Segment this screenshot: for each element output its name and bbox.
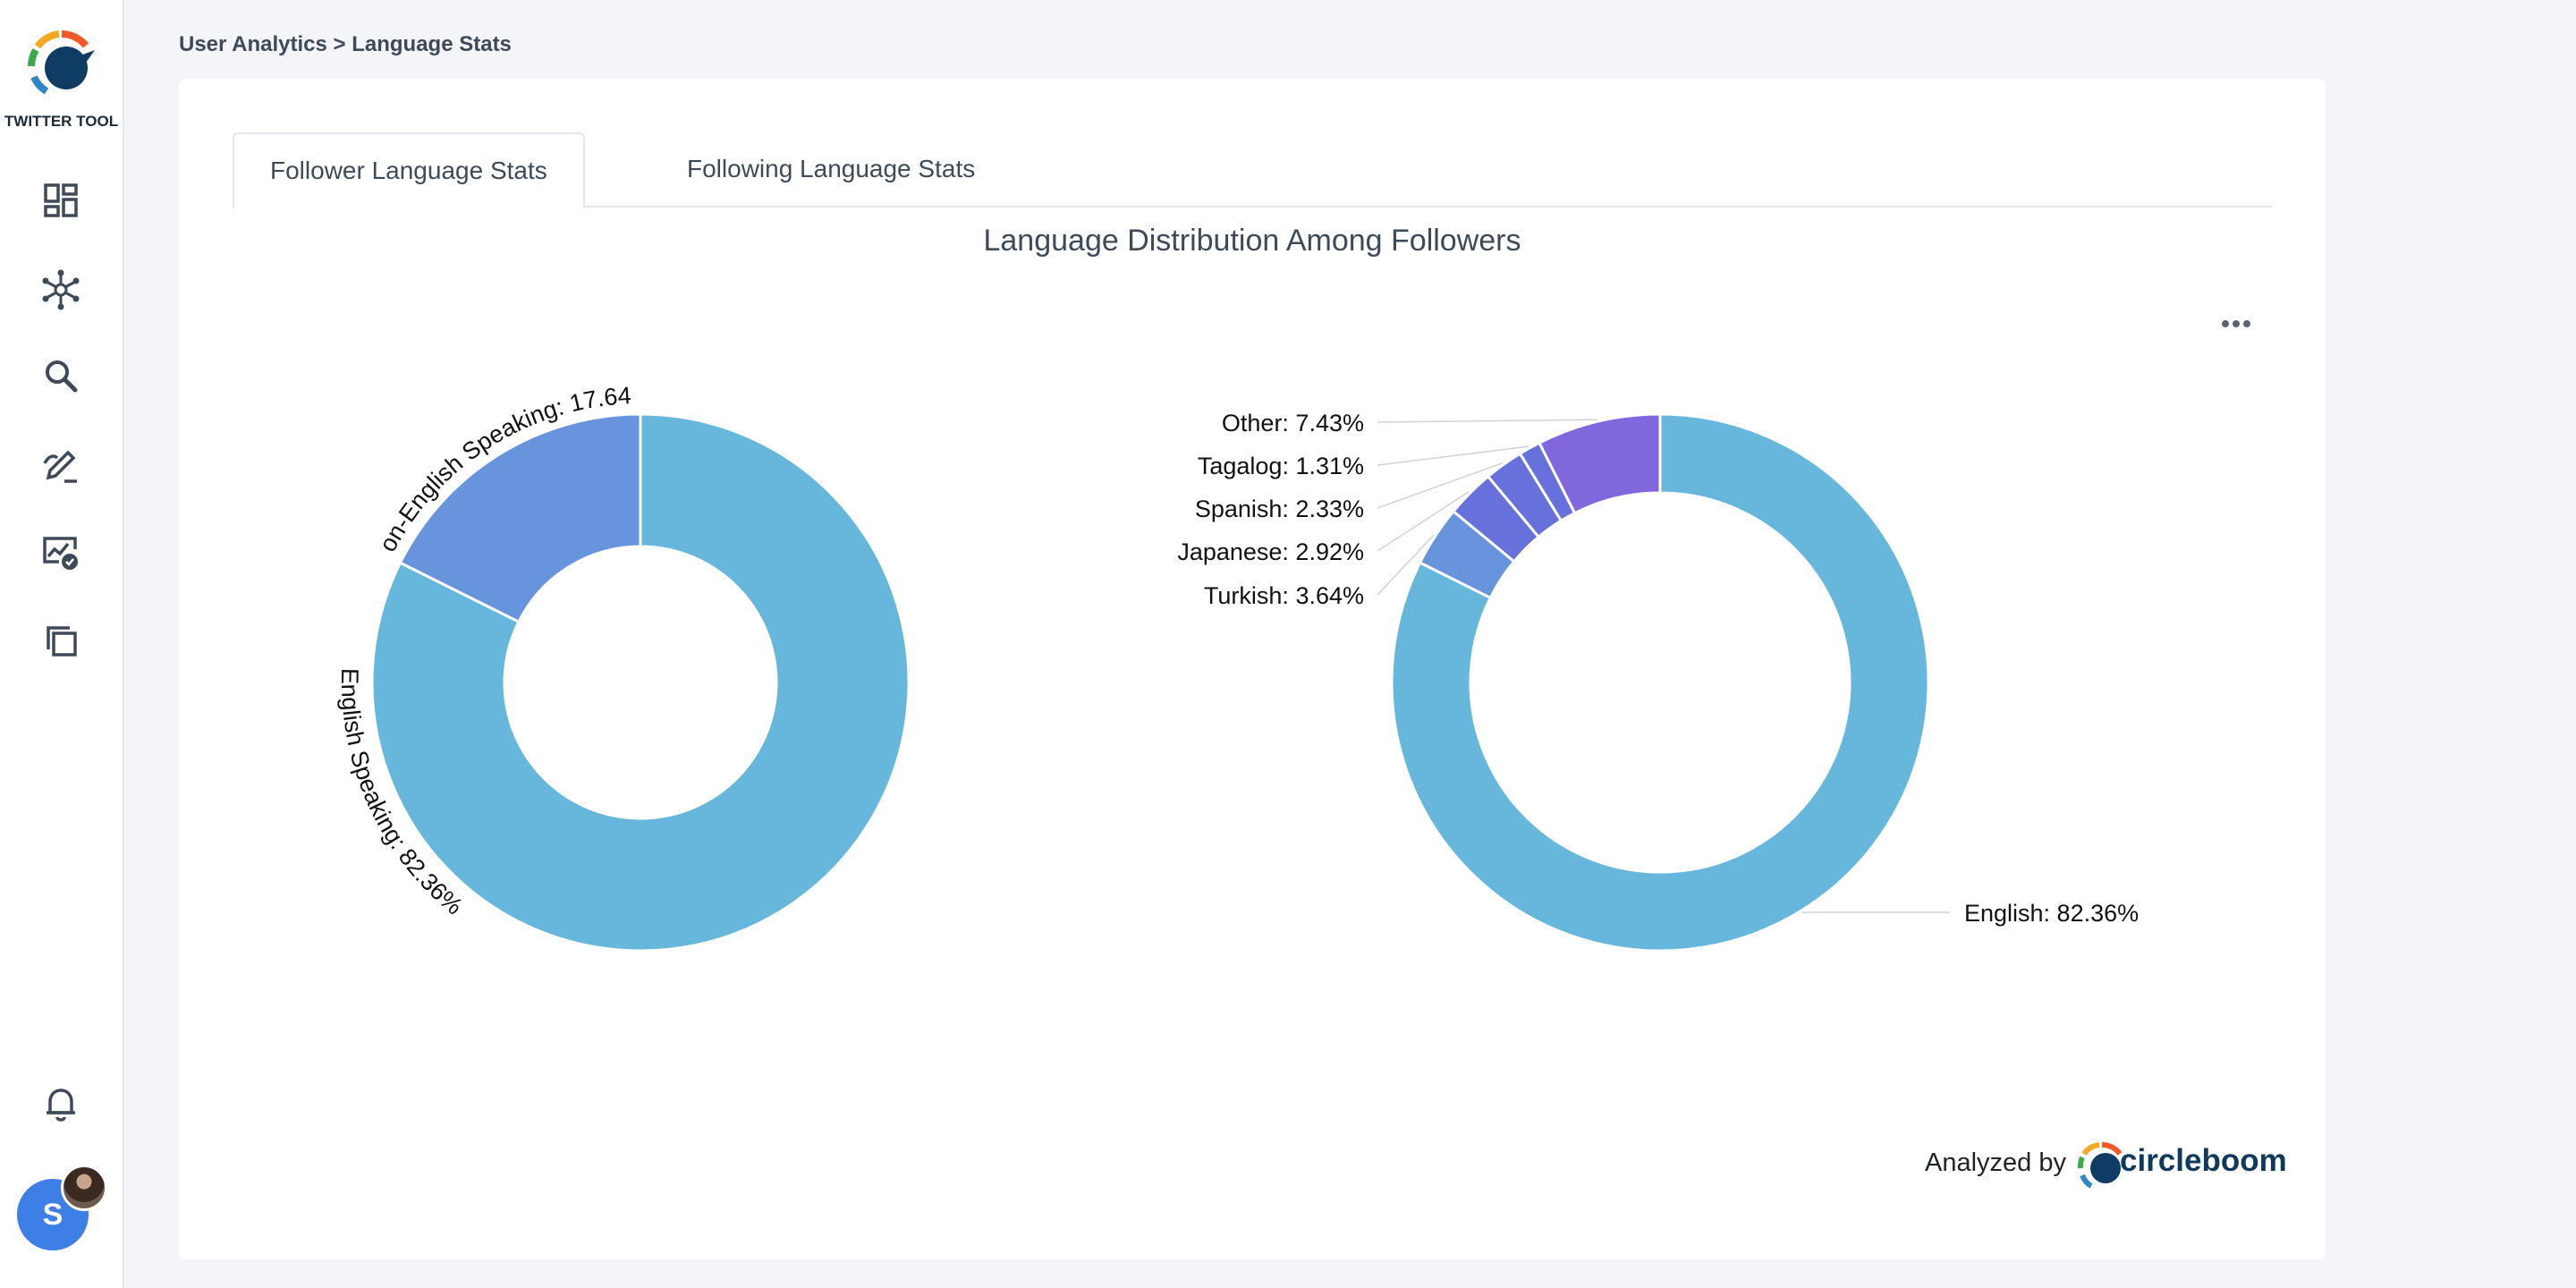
tab-following-language-stats[interactable]: Following Language Stats [687, 155, 976, 182]
circleboom-logo [2077, 1142, 2123, 1189]
language-donut-charts: English Speaking: 82.36%Non-English Spea… [179, 79, 2139, 953]
tab-follower-language-stats[interactable]: Follower Language Stats [233, 132, 585, 209]
dashboard-icon[interactable] [39, 179, 82, 222]
donut2-slice-english[interactable] [1390, 412, 1930, 953]
network-icon[interactable] [39, 268, 82, 311]
donut2-label-turkish: Turkish: 3.64% [1204, 582, 1364, 609]
chart-title: Language Distribution Among Followers [983, 224, 1521, 258]
donut2-slice-other[interactable] [1537, 412, 1662, 515]
analyzed-by-label: Analyzed by [1925, 1148, 2066, 1177]
copy-icon[interactable] [39, 619, 82, 662]
avatar-initial: S [42, 1197, 64, 1232]
donut2-label-japanese: Japanese: 2.92% [1177, 538, 1364, 565]
donut2-label-other: Other: 7.43% [1222, 410, 1364, 436]
search-icon[interactable] [39, 354, 82, 397]
chart-menu-icon[interactable] [2218, 315, 2254, 333]
twitter-tool-logo[interactable] [27, 30, 97, 100]
sidebar: TWITTER TOOL [0, 0, 124, 1288]
tab-bar: Follower Language Stats Following Langua… [233, 132, 2272, 209]
donut1-slice-english-speaking[interactable] [370, 412, 911, 953]
analytics-icon[interactable] [39, 531, 82, 574]
bell-icon[interactable] [39, 1082, 82, 1125]
donut2-label-english: English: 82.36% [1964, 900, 2139, 927]
account-photo[interactable] [61, 1165, 107, 1211]
donut1-slice-non-english-speaking[interactable] [398, 412, 642, 624]
breadcrumb: User Analytics > Language Stats [179, 32, 512, 56]
language-stats-card: Follower Language Stats Following Langua… [179, 79, 2326, 1259]
compose-icon[interactable] [39, 444, 82, 487]
donut2-label-tagalog: Tagalog: 1.31% [1198, 453, 1364, 479]
brand-label: TWITTER TOOL [4, 113, 119, 130]
circleboom-brand: circleboom [2120, 1143, 2287, 1178]
donut2-label-spanish: Spanish: 2.33% [1195, 496, 1364, 522]
